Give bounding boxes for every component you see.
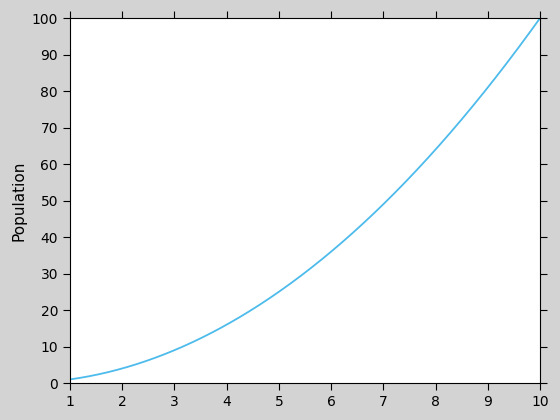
Y-axis label: Population: Population (11, 160, 26, 241)
